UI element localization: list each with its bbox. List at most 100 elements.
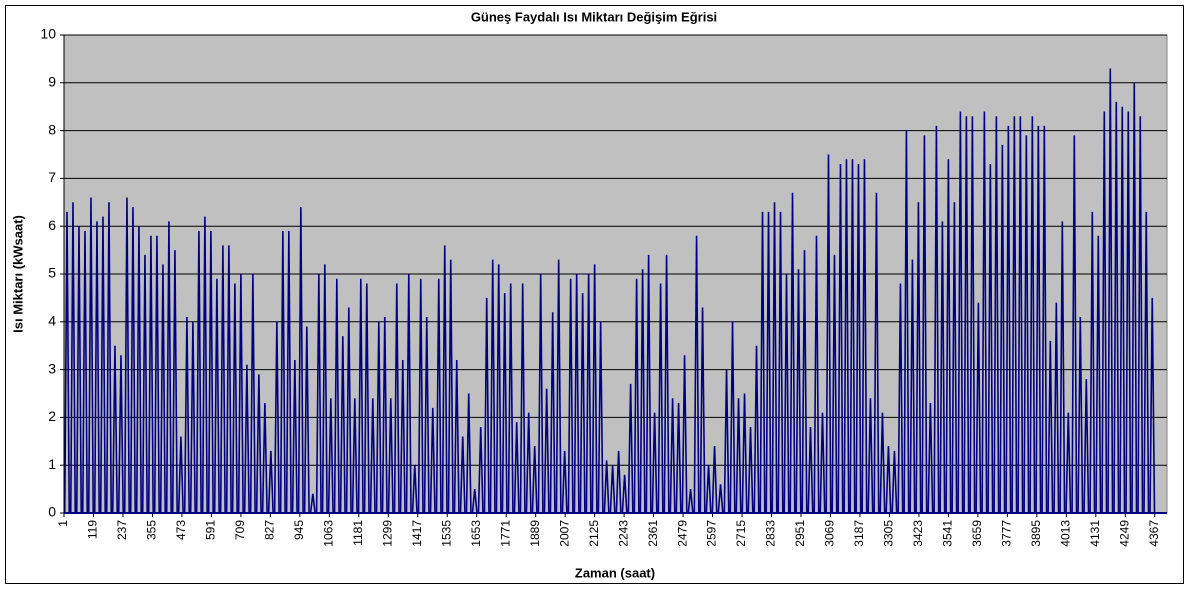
line-spike	[405, 273, 412, 514]
line-spike	[243, 364, 250, 514]
x-tick-label: 3659	[970, 520, 984, 547]
line-spike	[597, 321, 604, 514]
x-tick-label: 4249	[1117, 520, 1131, 547]
line-spike	[435, 278, 442, 514]
y-tick-label: 0	[48, 504, 56, 520]
line-spike	[165, 221, 172, 514]
line-spike	[573, 273, 580, 514]
line-spike	[549, 312, 556, 514]
x-tick-label: 2479	[675, 520, 689, 547]
line-spike	[963, 116, 970, 514]
x-tick-label: 2125	[587, 520, 601, 547]
line-spike	[501, 293, 508, 514]
line-spike	[879, 412, 886, 514]
line-spike	[615, 450, 622, 514]
line-spike	[909, 259, 916, 514]
x-tick-label: 473	[174, 520, 188, 540]
line-spike	[645, 254, 652, 514]
line-spike	[993, 116, 1000, 514]
x-tick-label: 119	[86, 520, 100, 539]
line-spike	[969, 116, 976, 514]
line-spike	[375, 321, 382, 514]
line-spike	[87, 197, 95, 514]
y-tick-label: 7	[48, 169, 56, 185]
line-spike	[429, 407, 436, 514]
line-spike	[207, 230, 214, 514]
line-spike	[759, 211, 766, 514]
chart-title: Güneş Faydalı Isı Miktarı Değişim Eğrisi	[471, 9, 717, 24]
line-spike	[1095, 235, 1102, 514]
line-spike	[219, 245, 226, 514]
line-spike	[333, 278, 340, 514]
line-spike	[471, 489, 478, 514]
x-tick-label: 591	[204, 520, 218, 540]
line-spike	[939, 221, 946, 514]
x-tick-label: 4013	[1058, 520, 1072, 547]
line-spike	[885, 446, 892, 514]
line-spike	[927, 403, 934, 514]
y-tick-label: 2	[48, 408, 56, 424]
line-spike	[465, 393, 472, 514]
line-spike	[117, 355, 125, 514]
line-spike	[273, 321, 280, 514]
x-tick-label: 1299	[380, 520, 394, 547]
line-spike	[63, 211, 71, 514]
line-spike	[225, 245, 232, 514]
line-spike	[855, 164, 862, 514]
line-spike	[705, 465, 712, 514]
x-tick-label: 1653	[469, 520, 483, 547]
line-spike	[513, 422, 520, 514]
x-tick-label: 827	[263, 520, 277, 540]
line-spike	[567, 278, 574, 514]
line-spike	[675, 403, 682, 514]
line-spike	[267, 450, 274, 514]
line-spike	[93, 221, 101, 514]
line-spike	[249, 273, 256, 514]
line-spike	[477, 426, 484, 514]
line-spike	[591, 264, 598, 514]
line-spike	[183, 317, 190, 514]
line-spike	[1059, 221, 1066, 514]
line-spike	[81, 230, 89, 514]
y-axis-label: Isı Miktarı (kWsaat)	[10, 215, 25, 333]
x-tick-label: 1063	[321, 520, 335, 547]
line-spike	[201, 216, 208, 514]
line-spike	[543, 388, 550, 514]
x-tick-label: 2597	[705, 520, 719, 547]
line-spike	[825, 154, 832, 514]
line-spike	[387, 398, 394, 514]
line-spike	[795, 269, 802, 514]
line-spike	[327, 398, 334, 514]
y-tick-label: 9	[48, 74, 56, 90]
line-spike	[1011, 116, 1018, 514]
line-spike	[609, 465, 616, 514]
line-spike	[975, 302, 982, 514]
x-tick-label: 3423	[911, 520, 925, 547]
y-tick-label: 4	[48, 313, 56, 329]
line-spike	[831, 254, 838, 514]
line-spike	[999, 144, 1006, 514]
line-spike	[657, 283, 664, 514]
line-spike	[741, 393, 748, 514]
line-spike	[735, 398, 742, 514]
x-tick-label: 4131	[1088, 520, 1102, 547]
y-tick-label: 10	[40, 26, 56, 42]
line-spike	[69, 202, 77, 514]
x-tick-label: 945	[292, 520, 306, 540]
line-spike	[711, 446, 718, 514]
line-spike	[1053, 302, 1060, 514]
x-tick-label: 2361	[646, 520, 660, 547]
line-spike	[345, 307, 352, 514]
line-spike	[135, 226, 142, 514]
x-tick-label: 2007	[557, 520, 571, 547]
x-tick-label: 355	[145, 520, 159, 540]
line-spike	[1017, 116, 1024, 514]
line-spike	[147, 235, 154, 514]
line-spike	[171, 250, 178, 514]
line-spike	[507, 283, 514, 514]
line-spike	[153, 235, 160, 514]
line-spike	[255, 374, 262, 514]
line-spike	[1101, 111, 1108, 514]
line-spike	[747, 426, 754, 514]
